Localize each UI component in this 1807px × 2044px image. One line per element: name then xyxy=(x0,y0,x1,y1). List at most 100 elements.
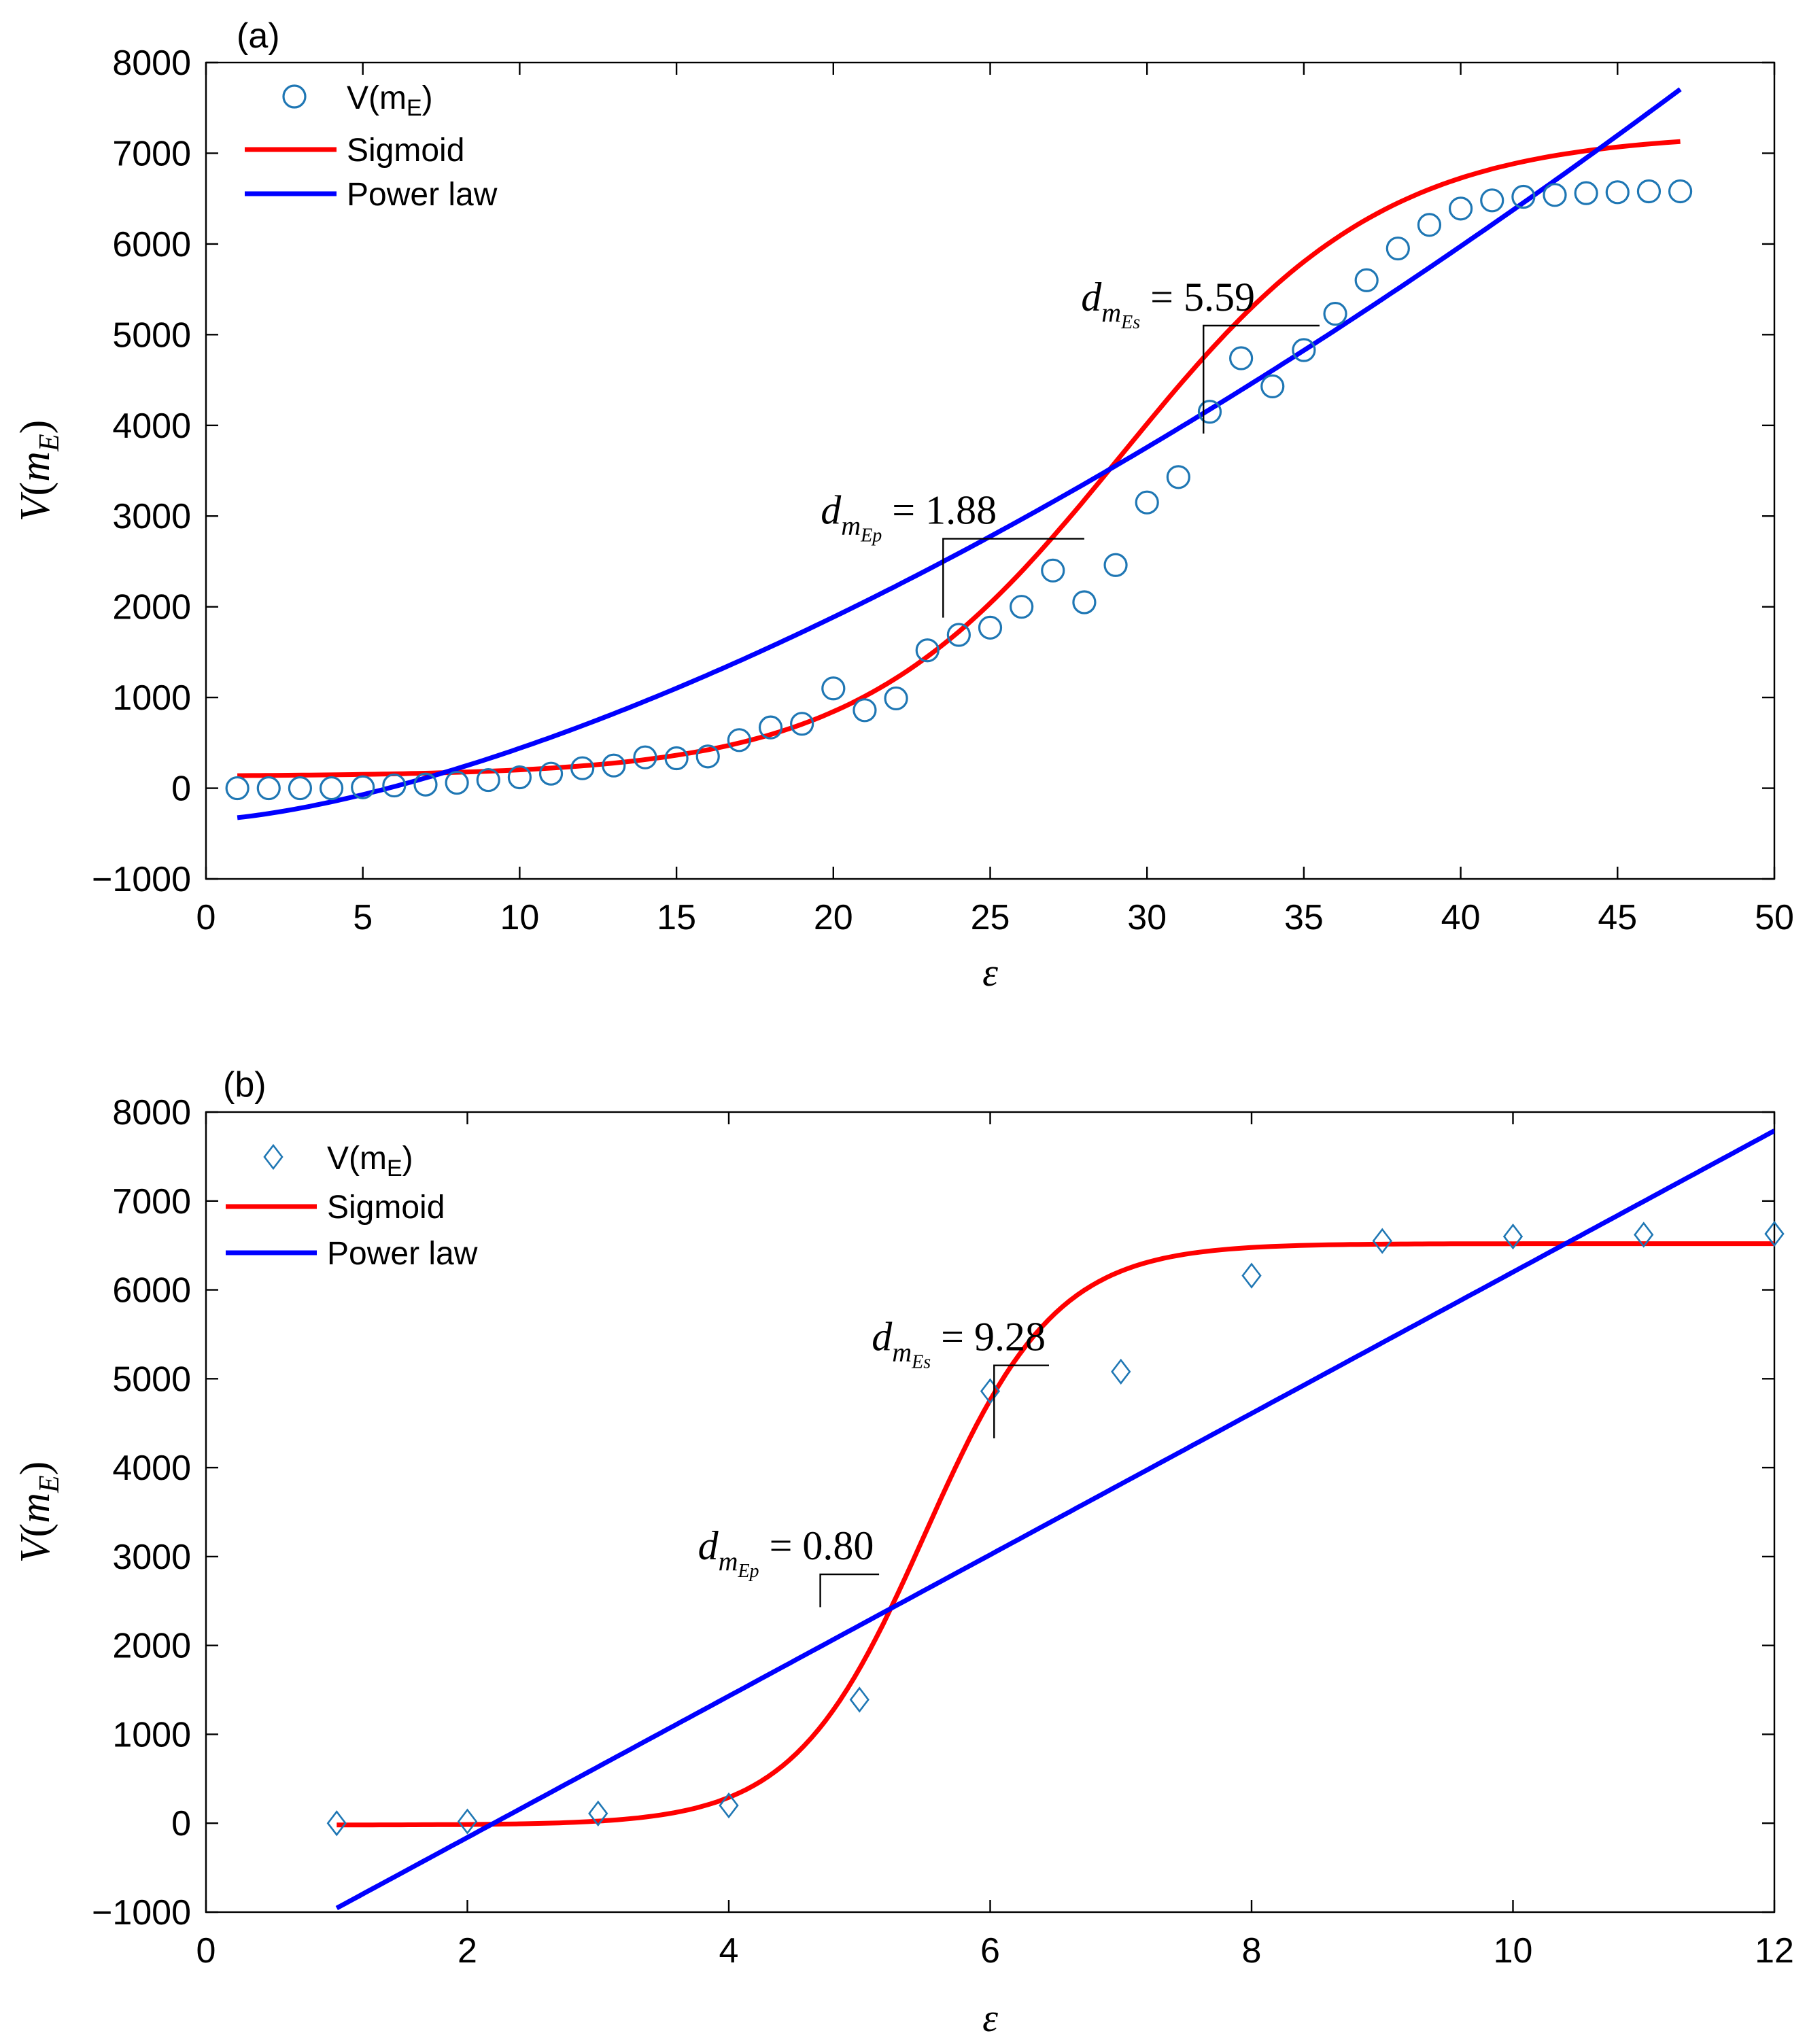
data-point xyxy=(570,756,595,780)
legend-label-sigmoid: Sigmoid xyxy=(347,133,464,169)
y-label-sub: E xyxy=(34,1475,65,1493)
y-label-paren: ) xyxy=(12,420,58,434)
y-tick-label: 7000 xyxy=(112,134,191,173)
annotation-d: d xyxy=(821,488,842,533)
data-point xyxy=(1386,236,1410,261)
y-tick-label: 0 xyxy=(171,769,191,809)
x-tick-label: 20 xyxy=(814,898,853,937)
legend-label-power-law: Power law xyxy=(327,1236,478,1272)
annotation-value: = 5.59 xyxy=(1140,275,1255,319)
annotation-sub: Es xyxy=(911,1352,931,1373)
y-tick-label: 3000 xyxy=(112,497,191,536)
legend-marker-diamond xyxy=(263,1143,283,1171)
data-point xyxy=(1574,181,1598,205)
y-tick-label: 2000 xyxy=(112,588,191,627)
chart-panel-b: 0 2 4 6 8 10 12−100001000200030004000500060007… xyxy=(12,1065,1794,2040)
sigmoid-fit-line xyxy=(237,139,1681,778)
y-label-paren: ) xyxy=(12,1461,58,1476)
x-axis-label: ε xyxy=(982,950,998,994)
power-law-fit-line xyxy=(335,1128,1774,1911)
x-tick-label: 35 xyxy=(1284,898,1324,937)
x-tick-label: 25 xyxy=(971,898,1010,937)
annotation-d: d xyxy=(872,1315,893,1359)
legend-label-base: V(m xyxy=(347,80,407,116)
data-point xyxy=(1260,374,1285,398)
y-tick-label: 0 xyxy=(171,1804,191,1843)
slope-triangle xyxy=(942,538,1084,618)
chart-panel-a: 0 5 10 15 20 25 30 35 40 45 50−1000010002000300040… xyxy=(12,16,1794,994)
data-point xyxy=(664,746,689,771)
x-tick-label: 40 xyxy=(1441,898,1481,937)
data-point xyxy=(1010,595,1034,619)
data-point xyxy=(1605,180,1630,205)
x-tick-label: 0 xyxy=(196,1931,216,1971)
panel-label: (b) xyxy=(223,1065,266,1105)
y-tick-label: −1000 xyxy=(92,1893,191,1933)
legend-marker-circle xyxy=(282,84,307,109)
x-tick-label: 2 xyxy=(458,1931,477,1971)
data-point xyxy=(351,775,375,799)
annotation-m: m xyxy=(841,510,861,541)
data-point xyxy=(727,728,751,752)
data-point xyxy=(980,1378,1001,1404)
data-point xyxy=(457,1808,478,1835)
data-point xyxy=(884,686,908,711)
legend-label-sub: E xyxy=(387,1156,402,1181)
legend-label-data: V(mE) xyxy=(327,1141,413,1181)
y-label-paren: ( xyxy=(12,1523,58,1538)
x-tick-label: 30 xyxy=(1127,898,1167,937)
data-point xyxy=(1241,1262,1262,1289)
y-tick-label: 6000 xyxy=(112,225,191,264)
y-tick-label: 4000 xyxy=(112,406,191,446)
data-point xyxy=(719,1792,739,1819)
data-point xyxy=(1480,188,1504,213)
data-point xyxy=(1292,338,1316,362)
y-label-var: m xyxy=(12,451,58,482)
slope-annotation: dmEp = 1.88 xyxy=(821,488,997,547)
data-point xyxy=(1668,179,1693,204)
data-point xyxy=(821,676,846,701)
y-label-sub: E xyxy=(34,434,65,452)
slope-triangle xyxy=(1203,324,1320,434)
data-point xyxy=(538,761,564,786)
slope-annotation: dmEs = 5.59 xyxy=(1081,275,1255,333)
annotation-d: d xyxy=(698,1523,719,1568)
data-point xyxy=(1543,183,1567,207)
y-tick-label: 7000 xyxy=(112,1182,191,1222)
y-tick-label: 2000 xyxy=(112,1627,191,1666)
data-point xyxy=(849,1686,870,1713)
y-tick-label: −1000 xyxy=(92,860,191,899)
data-point xyxy=(758,715,783,740)
data-point xyxy=(588,1800,608,1826)
data-point xyxy=(1111,1358,1131,1385)
annotation-value: = 9.28 xyxy=(931,1315,1046,1359)
data-point xyxy=(1511,184,1536,209)
data-point xyxy=(1764,1221,1785,1247)
data-point xyxy=(225,776,249,801)
legend-label-power-law: Power law xyxy=(347,177,498,213)
y-label-var: m xyxy=(12,1493,58,1523)
data-point xyxy=(1449,196,1473,221)
legend: V(mE) Sigmoid Power law xyxy=(245,80,498,213)
slope-annotation: dmEs = 9.28 xyxy=(872,1315,1046,1373)
data-point xyxy=(633,745,657,769)
data-point xyxy=(382,773,407,798)
data-point xyxy=(319,776,344,801)
legend-label-close: ) xyxy=(422,80,433,116)
data-point xyxy=(695,744,720,769)
axes-frame xyxy=(205,1111,1776,1913)
y-tick-label: 1000 xyxy=(112,678,191,718)
data-point xyxy=(256,776,281,801)
data-point xyxy=(1417,213,1442,237)
x-tick-label: 10 xyxy=(500,898,539,937)
data-point xyxy=(1323,302,1347,326)
legend-label-close: ) xyxy=(402,1141,413,1177)
y-axis-label: V(mE) xyxy=(12,1461,65,1563)
data-point xyxy=(1103,553,1128,577)
data-point xyxy=(476,767,500,793)
annotation-m: m xyxy=(719,1546,738,1576)
x-tick-label: 50 xyxy=(1755,898,1794,937)
y-tick-label: 3000 xyxy=(112,1538,191,1577)
x-tick-label: 5 xyxy=(353,898,373,937)
